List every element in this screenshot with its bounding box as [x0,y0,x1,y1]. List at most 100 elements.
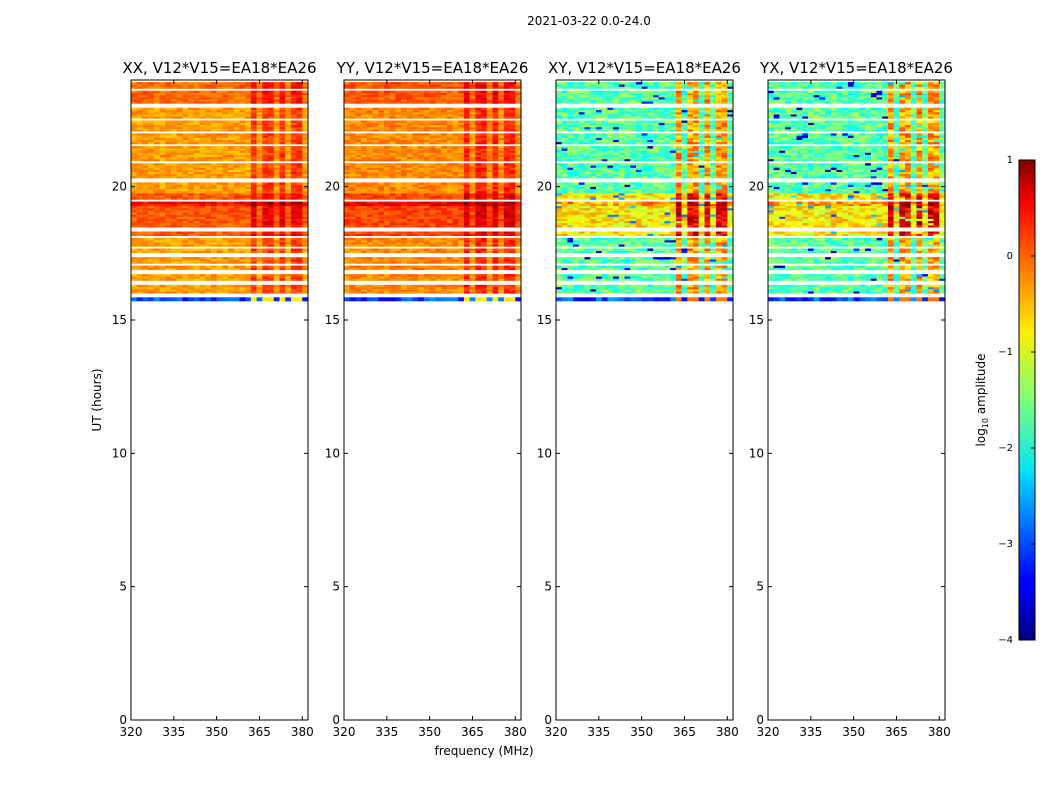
heatmap-cell [401,242,407,244]
heatmap-cell [200,125,206,127]
heatmap-cell [453,210,459,212]
heatmap-cell [268,86,274,88]
heatmap-cell [240,189,246,191]
heatmap-cell [350,204,356,206]
heatmap-cell [350,110,356,112]
heatmap-cell [481,212,487,214]
heatmap-cell [458,146,464,148]
heatmap-cell [171,97,177,99]
heatmap-cell [142,285,148,287]
heatmap-cell [160,291,166,293]
heatmap-cell [355,110,361,112]
heatmap-cell [194,234,200,236]
heatmap-cell [177,214,183,216]
heatmap-cell [217,251,223,253]
heatmap-cell [435,257,441,259]
heatmap-cell [280,142,286,144]
heatmap-cell [211,240,217,242]
heatmap-cell [510,257,516,259]
heatmap-cell [194,116,200,118]
heatmap-cell [154,219,160,221]
heatmap-cell [424,251,430,253]
heatmap-cell [205,278,211,280]
heatmap-cell [171,287,177,289]
heatmap-cell [384,193,390,195]
heatmap-cell [367,185,373,187]
heatmap-cell [344,193,350,195]
heatmap-cell [182,168,188,170]
heatmap-cell [240,242,246,244]
heatmap-cell [504,287,510,289]
heatmap-cell [177,244,183,246]
heatmap-cell [453,197,459,199]
heatmap-cell [407,289,413,291]
heatmap-cell [165,251,171,253]
heatmap-cell [344,123,350,125]
heatmap-cell [430,157,436,159]
heatmap-cell [384,244,390,246]
heatmap-cell [291,121,297,123]
heatmap-cell [148,204,154,206]
heatmap-cell [211,197,217,199]
heatmap-cell [171,259,177,261]
heatmap-cell [504,259,510,261]
heatmap-cell [458,291,464,293]
heatmap-cell [177,251,183,253]
heatmap-cell [510,219,516,221]
heatmap-cell [137,285,143,287]
heatmap-cell [407,165,413,167]
heatmap-cell [274,187,280,189]
heatmap-cell [384,159,390,161]
heatmap-cell [188,266,194,268]
heatmap-cell [285,121,291,123]
heatmap-cell [395,221,401,223]
heatmap-cell [441,140,447,142]
heatmap-cell [475,114,481,116]
heatmap-cell [211,93,217,95]
heatmap-cell [390,214,396,216]
heatmap-cell [302,212,308,214]
heatmap-cell [453,165,459,167]
heatmap-cell [350,99,356,101]
heatmap-cell [160,108,166,110]
heatmap-cell [222,291,228,293]
heatmap-cell [395,112,401,114]
heatmap-cell [395,234,401,236]
heatmap-cell [607,291,613,293]
heatmap-cell [194,285,200,287]
heatmap-cell [188,142,194,144]
heatmap-cell [344,238,350,240]
heatmap-cell [137,114,143,116]
heatmap-cell [470,208,476,210]
heatmap-cell [148,202,154,204]
heatmap-cell [142,165,148,167]
heatmap-cell [274,165,280,167]
heatmap-cell [487,93,493,95]
heatmap-cell [240,95,246,97]
heatmap-cell [211,242,217,244]
heatmap-cell [384,182,390,184]
heatmap-cell [418,165,424,167]
heatmap-cell [165,127,171,129]
heatmap-cell [390,212,396,214]
heatmap-cell [390,195,396,197]
heatmap-cell [447,182,453,184]
heatmap-cell [205,174,211,176]
heatmap-cell [441,221,447,223]
heatmap-cell [217,121,223,123]
heatmap-cell [430,274,436,276]
heatmap-cell [274,202,280,204]
heatmap-cell [234,84,240,86]
heatmap-cell [131,146,137,148]
heatmap-cell [498,212,504,214]
heatmap-cell [510,242,516,244]
heatmap-cell [504,121,510,123]
heatmap-cell [131,189,137,191]
heatmap-cell [401,121,407,123]
heatmap-cell [447,234,453,236]
heatmap-cell [355,278,361,280]
heatmap-cell [498,249,504,251]
heatmap-cell [515,99,521,101]
heatmap-cell [487,259,493,261]
heatmap-cell [344,244,350,246]
